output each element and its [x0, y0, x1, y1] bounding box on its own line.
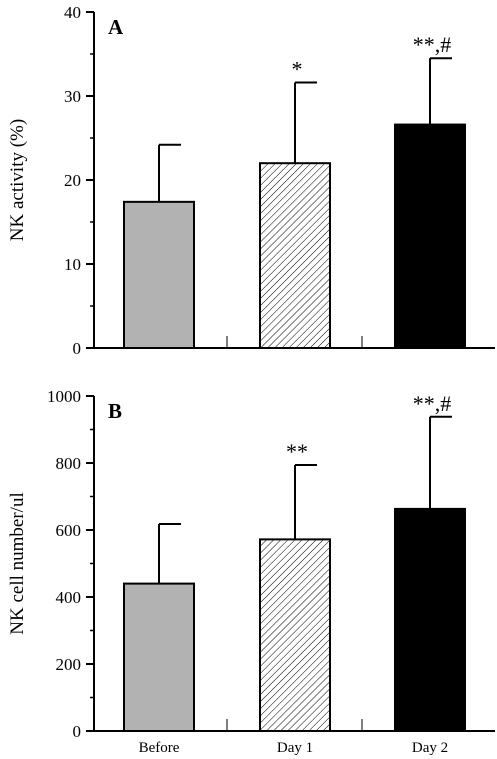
y-tick-label: 200 [56, 655, 82, 674]
y-axis-label: NK cell number/ul [7, 492, 28, 634]
bar-2 [259, 538, 331, 732]
bar-1 [123, 200, 195, 349]
y-tick-label: 600 [56, 521, 82, 540]
y-tick-label: 800 [56, 454, 82, 473]
y-tick-label: 30 [64, 87, 81, 106]
category-label-2: Day 1 [277, 740, 313, 756]
bar-2 [259, 162, 331, 349]
bar-3 [394, 123, 466, 349]
y-tick-label: 0 [73, 339, 82, 358]
significance-label-3: **,# [413, 32, 452, 57]
y-tick-label: 40 [64, 3, 81, 22]
y-tick-label: 10 [64, 255, 81, 274]
significance-label-3: **,# [413, 391, 452, 416]
y-tick-label: 20 [64, 171, 81, 190]
y-tick-label: 1000 [47, 387, 81, 406]
panel-a: * **,# 0 10 20 30 40 NK activity (%) A [7, 3, 495, 358]
panel-b: ** **,# 0 200 400 600 800 1000 NK cell number/ul… [7, 387, 495, 756]
panel-label: B [108, 399, 122, 423]
category-label-1: Before [139, 740, 180, 756]
y-tick-label: 400 [56, 588, 82, 607]
category-label-3: Day 2 [412, 740, 448, 756]
bar-1 [123, 582, 195, 732]
significance-label-2: * [292, 57, 303, 82]
y-axis-label: NK activity (%) [7, 119, 28, 241]
bar-3 [394, 507, 466, 732]
y-tick-label: 0 [73, 722, 82, 741]
panel-label: A [108, 15, 124, 39]
significance-label-2: ** [286, 439, 308, 464]
